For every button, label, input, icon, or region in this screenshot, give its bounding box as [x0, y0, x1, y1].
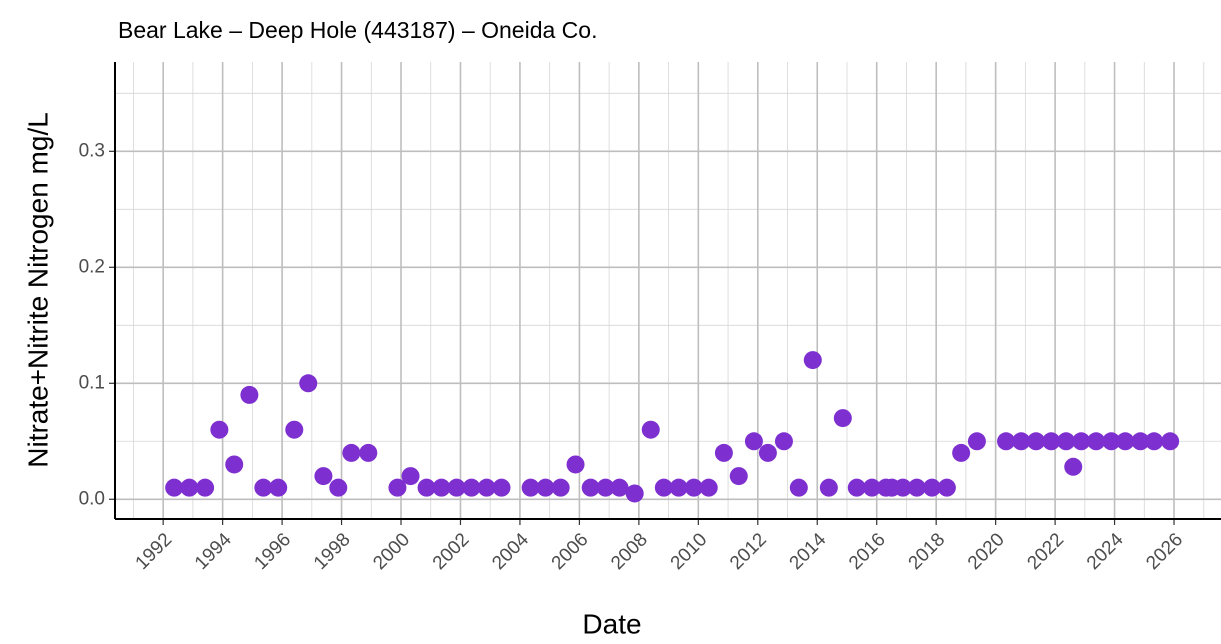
data-point	[1042, 432, 1061, 451]
data-point	[401, 467, 420, 486]
data-point	[1064, 457, 1083, 476]
data-point	[625, 484, 644, 503]
data-point	[180, 478, 199, 497]
data-point	[1102, 432, 1121, 451]
data-point	[714, 443, 733, 462]
data-point	[937, 478, 956, 497]
x-axis-label: Date	[582, 608, 641, 639]
data-point	[1087, 432, 1106, 451]
data-point	[893, 478, 912, 497]
data-point	[699, 478, 718, 497]
data-point	[314, 467, 333, 486]
y-tick-label: 0.3	[79, 140, 105, 161]
data-point	[165, 478, 184, 497]
data-point	[819, 478, 838, 497]
data-point	[789, 478, 808, 497]
x-tick-label: 2020	[964, 529, 1009, 574]
x-tick-label: 1996	[250, 529, 295, 574]
chart-title: Bear Lake – Deep Hole (443187) – Oneida …	[118, 17, 597, 43]
x-tick-label: 1998	[310, 529, 355, 574]
x-tick-label: 1994	[191, 529, 236, 574]
data-point	[833, 409, 852, 428]
x-tick-label: 2016	[845, 529, 890, 574]
data-point	[551, 478, 570, 497]
x-tick-label: 2026	[1142, 529, 1187, 574]
x-tick-label: 2018	[905, 529, 950, 574]
data-point	[477, 478, 496, 497]
x-tick-label: 2004	[488, 529, 533, 574]
y-tick-label: 0.0	[79, 488, 105, 509]
data-point	[566, 455, 585, 474]
data-point	[758, 443, 777, 462]
data-point	[536, 478, 555, 497]
data-point	[1131, 432, 1150, 451]
data-point	[1072, 432, 1091, 451]
x-tick-label: 2010	[667, 529, 712, 574]
data-point	[744, 432, 763, 451]
x-tick-label: 2012	[726, 529, 771, 574]
data-point	[907, 478, 926, 497]
data-point	[923, 478, 942, 497]
data-point	[847, 478, 866, 497]
x-tick-label: 2022	[1023, 529, 1068, 574]
data-point	[1116, 432, 1135, 451]
x-tick-label: 1992	[132, 529, 177, 574]
data-point	[669, 478, 688, 497]
data-point	[803, 351, 822, 370]
data-point	[862, 478, 881, 497]
data-point	[952, 443, 971, 462]
x-tick-label: 2008	[607, 529, 652, 574]
data-point	[359, 443, 378, 462]
data-point	[432, 478, 451, 497]
x-tick-label: 2000	[369, 529, 414, 574]
data-point	[1057, 432, 1076, 451]
data-point	[729, 467, 748, 486]
data-point	[1027, 432, 1046, 451]
data-point	[1012, 432, 1031, 451]
x-tick-label: 2014	[786, 529, 831, 574]
data-point	[684, 478, 703, 497]
y-tick-label: 0.2	[79, 256, 105, 277]
data-point	[967, 432, 986, 451]
data-point	[269, 478, 288, 497]
data-point	[654, 478, 673, 497]
data-point	[240, 385, 259, 404]
data-point	[417, 478, 436, 497]
data-point	[447, 478, 466, 497]
x-tick-label: 2006	[548, 529, 593, 574]
data-point	[997, 432, 1016, 451]
data-point	[1161, 432, 1180, 451]
data-point	[774, 432, 793, 451]
y-axis-label: Nitrate+Nitrite Nitrogen mg/L	[22, 112, 53, 468]
data-point	[462, 478, 481, 497]
data-point	[610, 478, 629, 497]
data-point	[581, 478, 600, 497]
data-point	[225, 455, 244, 474]
data-point	[521, 478, 540, 497]
data-point	[641, 420, 660, 439]
data-point	[1145, 432, 1164, 451]
y-tick-label: 0.1	[79, 372, 105, 393]
data-point	[254, 478, 273, 497]
data-point	[596, 478, 615, 497]
data-point	[210, 420, 229, 439]
data-point	[329, 478, 348, 497]
x-tick-label: 2024	[1083, 529, 1128, 574]
data-point	[492, 478, 511, 497]
data-point	[388, 478, 407, 497]
data-point	[299, 374, 318, 393]
data-point	[196, 478, 215, 497]
data-point	[342, 443, 361, 462]
x-tick-label: 2002	[429, 529, 474, 574]
data-point	[285, 420, 304, 439]
